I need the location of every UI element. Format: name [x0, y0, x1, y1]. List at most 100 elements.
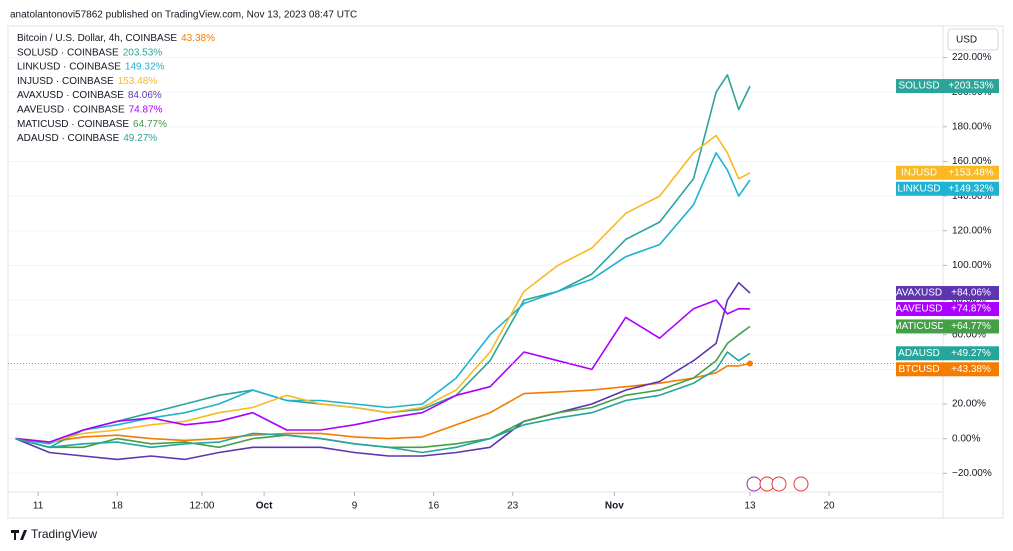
legend-value: 203.53% [123, 47, 163, 58]
legend-entry: AAVEUSD · COINBASE 74.87% [17, 104, 163, 115]
y-tick-label: 160.00% [952, 156, 992, 167]
x-tick-label: 23 [507, 501, 519, 512]
badge-value-box [943, 302, 999, 317]
legend-name: INJUSD · COINBASE [17, 76, 114, 87]
x-tick-label: Nov [605, 501, 624, 512]
last-price-dot [746, 360, 753, 367]
badge-value-box [943, 346, 999, 361]
y-tick-label: 20.00% [952, 399, 986, 410]
axis-badge: AAVEUSD +74.87% [895, 302, 999, 317]
badge-name: BTCUSD [898, 364, 939, 375]
badge-name: AAVEUSD [895, 304, 942, 315]
axis-badge: AVAXUSD +84.06% [896, 286, 999, 301]
author-line: anatolantonovi57862 published on Trading… [10, 10, 357, 21]
x-tick-label: Oct [256, 501, 273, 512]
badge-name: SOLUSD [898, 81, 939, 92]
x-tick-label: 16 [428, 501, 440, 512]
chart-frame [7, 25, 1004, 519]
badge-name-box [896, 362, 943, 377]
badge-name: AVAXUSD [896, 288, 942, 299]
y-tick-label: 0.00% [952, 433, 980, 444]
badge-value: +153.48% [948, 167, 993, 178]
legend-entry: AVAXUSD · COINBASE 84.06% [17, 90, 162, 101]
legend-name: ADAUSD · COINBASE [17, 133, 120, 144]
legend-name: AAVEUSD · COINBASE [17, 104, 125, 115]
series-line [15, 362, 751, 443]
badge-value-box [943, 165, 999, 180]
footer-logo [11, 530, 27, 540]
series-line [15, 281, 751, 461]
badge-name-box [896, 165, 943, 180]
badge-value: +149.32% [948, 183, 993, 194]
badge-value-box [943, 319, 999, 334]
badge-value: +64.77% [951, 321, 991, 332]
legend-name: Bitcoin / U.S. Dollar, 4h, COINBASE [17, 33, 177, 44]
badge-value: +84.06% [951, 288, 991, 299]
y-tick-label: 220.00% [952, 52, 992, 63]
legend-value: 153.48% [118, 76, 158, 87]
x-tick-label: 20 [824, 501, 836, 512]
badge-value: +43.38% [951, 364, 991, 375]
badge-name: INJUSD [901, 167, 937, 178]
badge-value-box [943, 362, 999, 377]
y-tick-label: 100.00% [952, 260, 992, 271]
legend-value: 74.87% [129, 104, 163, 115]
badge-name-box [896, 79, 943, 94]
legend-entry: INJUSD · COINBASE 153.48% [17, 76, 157, 87]
badge-name-box [896, 181, 943, 196]
axis-badge: LINKUSD +149.32% [896, 181, 999, 196]
legend-entry: LINKUSD · COINBASE 149.32% [17, 61, 165, 72]
legend-value: 43.38% [181, 33, 215, 44]
y-tick-label: 120.00% [952, 225, 992, 236]
legend-entry: MATICUSD · COINBASE 64.77% [17, 118, 167, 129]
legend-name: MATICUSD · COINBASE [17, 118, 129, 129]
x-tick-label: 13 [744, 501, 756, 512]
series-line [15, 299, 751, 443]
legend-value: 84.06% [128, 90, 162, 101]
legend-value: 64.77% [133, 118, 167, 129]
badge-name: ADAUSD [898, 348, 940, 359]
y-tick-label: 80.00% [952, 295, 986, 306]
badge-value-box [943, 79, 999, 94]
series-line [15, 74, 751, 449]
legend-name: AVAXUSD · COINBASE [17, 90, 124, 101]
badge-name: MATICUSD [893, 321, 944, 332]
y-tick-label: 140.00% [952, 191, 992, 202]
legend-entry: Bitcoin / U.S. Dollar, 4h, COINBASE 43.38… [17, 33, 215, 44]
axis-badge: MATICUSD +64.77% [893, 319, 999, 334]
footer-brand: TradingView [31, 527, 97, 541]
x-tick-label: 12:00 [189, 501, 214, 512]
axis-badge: SOLUSD +203.53% [896, 79, 999, 94]
series-line [15, 134, 751, 443]
badge-name-box [896, 286, 943, 301]
series-line [15, 351, 751, 454]
series-line [15, 325, 751, 449]
legend-entry: SOLUSD · COINBASE 203.53% [17, 47, 162, 58]
badge-value: +203.53% [948, 81, 993, 92]
currency-label: USD [956, 35, 977, 46]
axis-badge: INJUSD +153.48% [896, 165, 999, 180]
badge-name-box [896, 346, 943, 361]
y-tick-label: 180.00% [952, 121, 992, 132]
badge-value: +49.27% [951, 348, 991, 359]
x-tick-label: 9 [352, 501, 358, 512]
badge-name: LINKUSD [897, 183, 940, 194]
badge-name-box [896, 302, 943, 317]
legend-entry: ADAUSD · COINBASE 49.27% [17, 133, 157, 144]
legend-name: LINKUSD · COINBASE [17, 61, 121, 72]
badge-name-box [896, 319, 943, 334]
badge-value: +74.87% [951, 304, 991, 315]
legend-name: SOLUSD · COINBASE [17, 47, 119, 58]
x-tick-label: 18 [112, 501, 124, 512]
axis-badge: BTCUSD +43.38% [896, 362, 999, 377]
currency-button[interactable] [947, 28, 999, 51]
y-tick-label: 60.00% [952, 329, 986, 340]
event-icons [746, 476, 809, 492]
legend-value: 49.27% [123, 133, 157, 144]
badge-value-box [943, 181, 999, 196]
x-tick-label: 11 [33, 501, 44, 512]
badge-value-box [943, 286, 999, 301]
y-tick-label: −20.00% [952, 468, 992, 479]
axis-badge: ADAUSD +49.27% [896, 346, 999, 361]
